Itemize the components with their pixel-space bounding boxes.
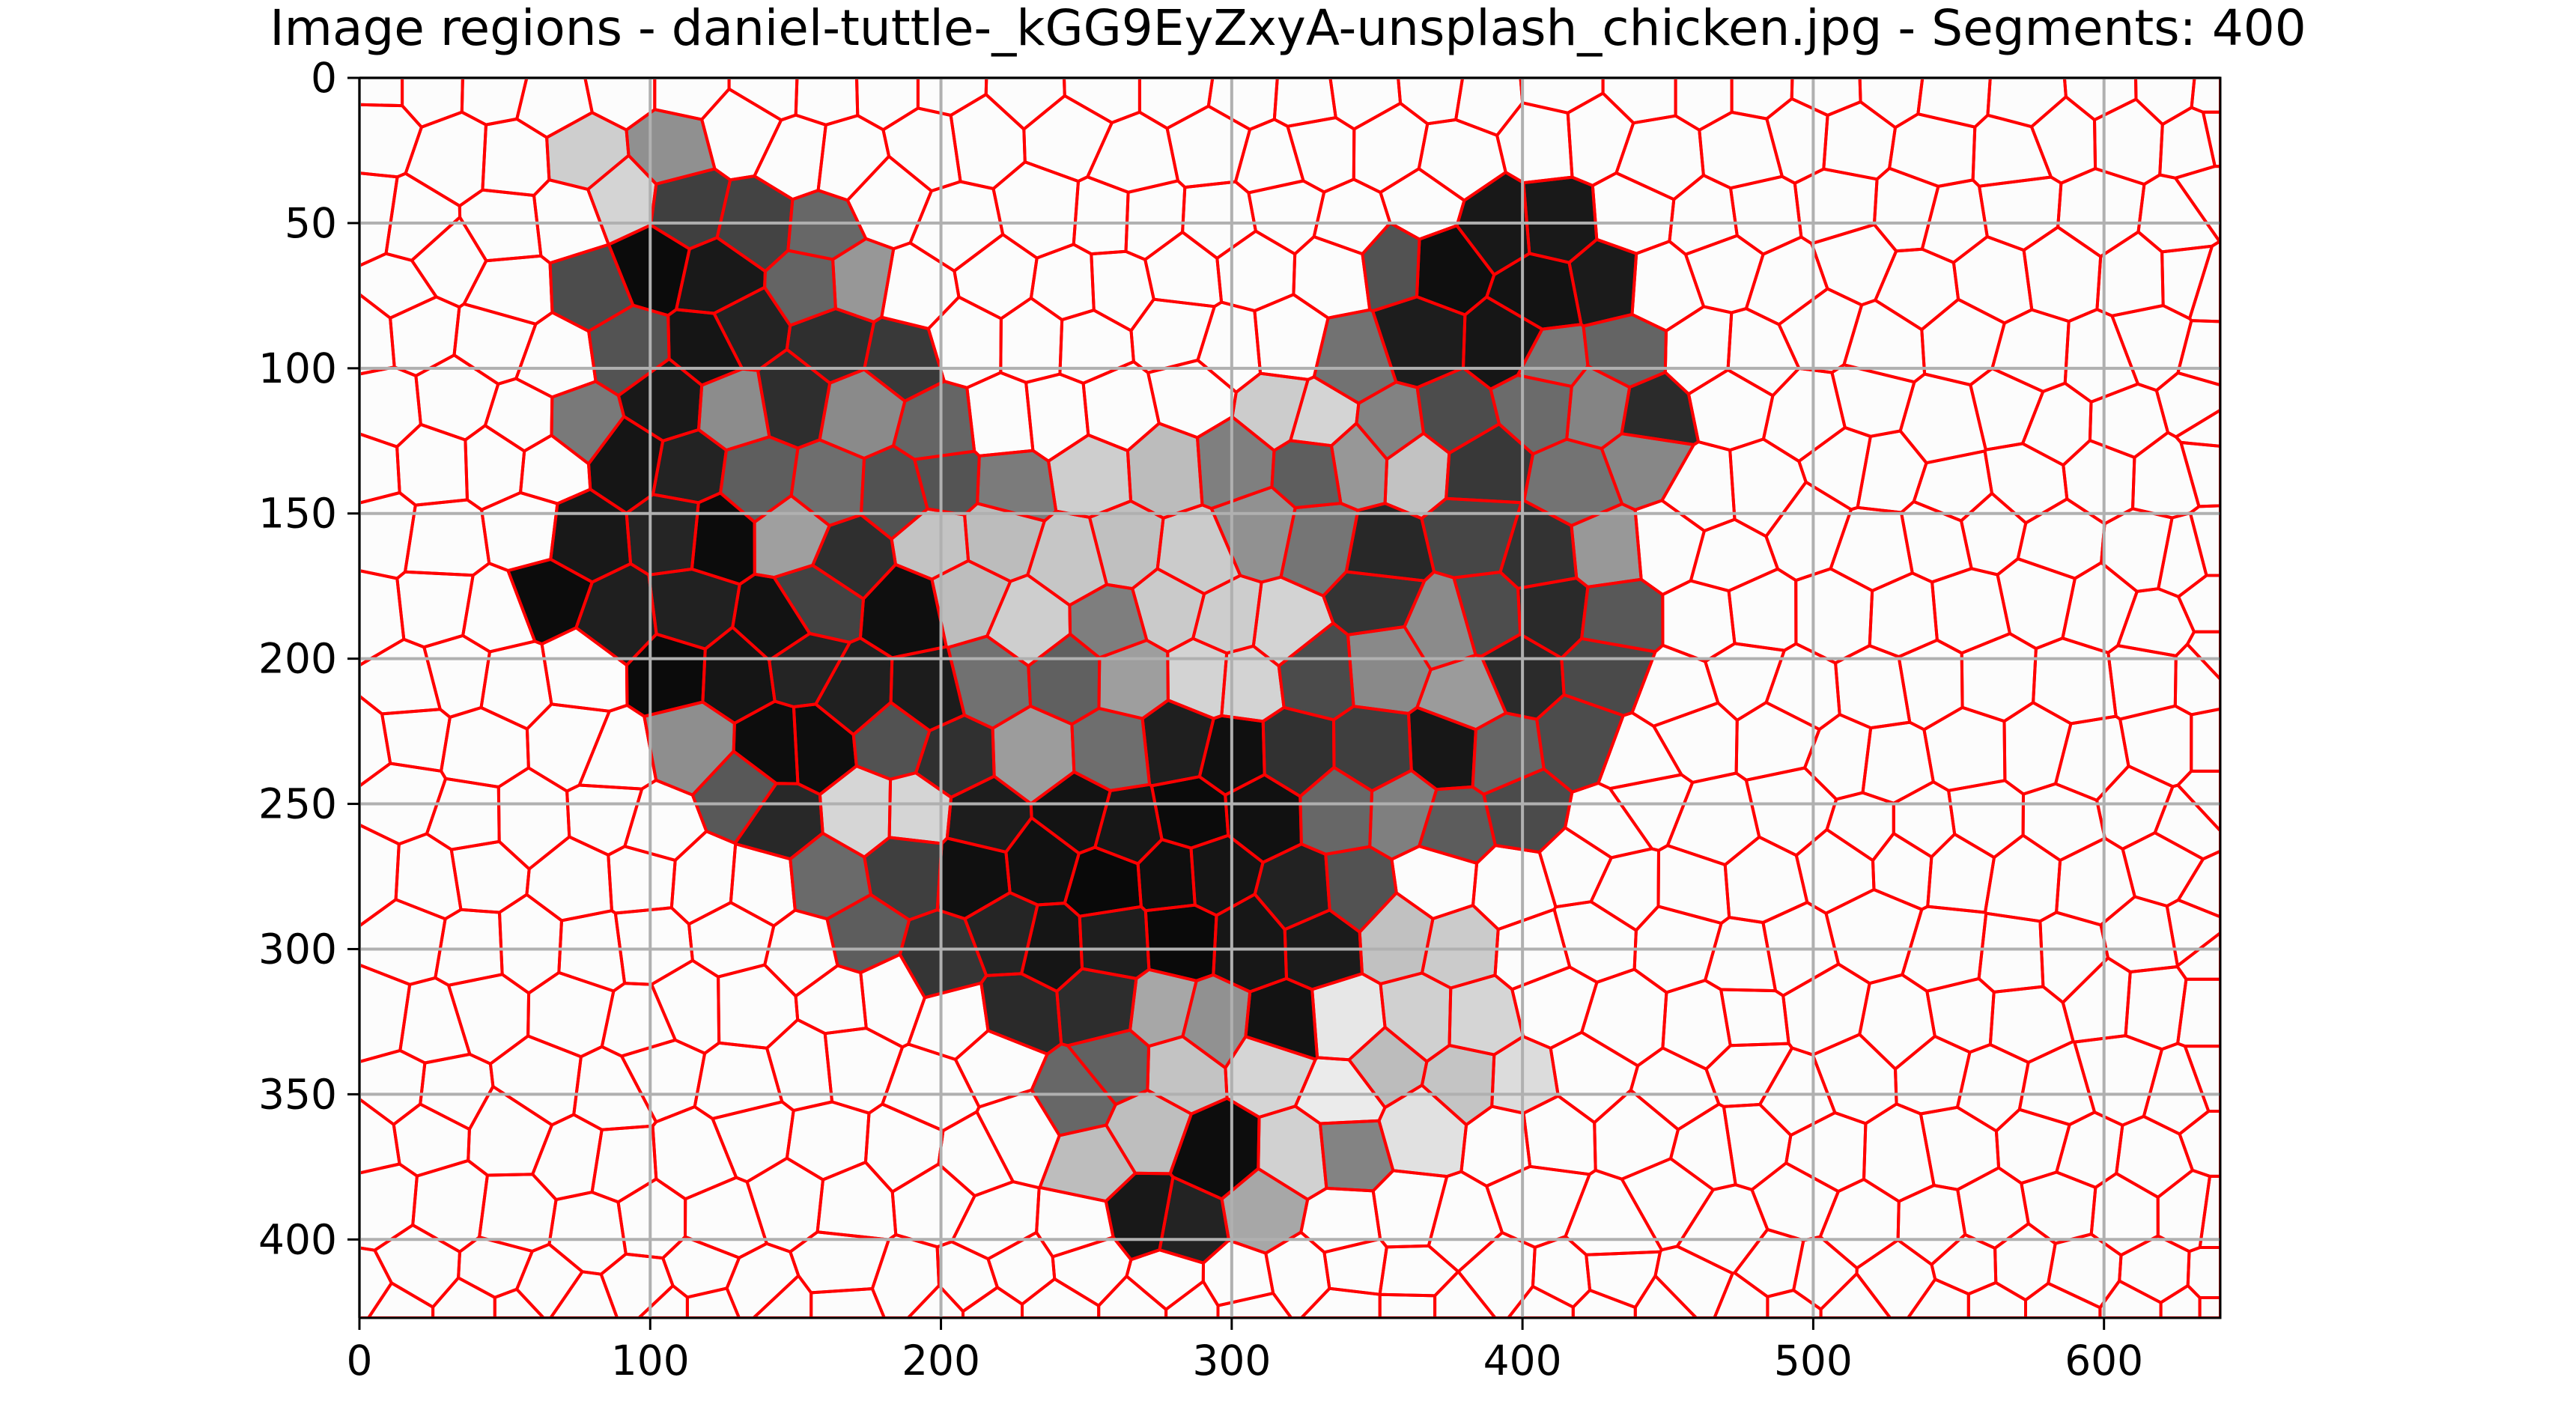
chart-title: Image regions - daniel-tuttle-_kGG9EyZxy… (270, 0, 2306, 57)
segment-region (359, 78, 403, 106)
segmented-image (359, 78, 2220, 1318)
y-tick-label: 350 (258, 1070, 337, 1118)
segment-boundary (1633, 1274, 1698, 1318)
segment-region (381, 708, 451, 772)
segment-boundary (2198, 1296, 2220, 1318)
x-tick-label: 500 (1774, 1337, 1853, 1385)
segment-region (1720, 988, 1790, 1046)
segment-region (2191, 78, 2220, 113)
segment-boundary (493, 1287, 545, 1318)
y-tick-label: 400 (258, 1215, 337, 1263)
segment-boundary (2177, 574, 2220, 633)
segment-region (1079, 906, 1149, 979)
segment-region (2190, 708, 2220, 772)
segment-boundary (809, 1287, 886, 1318)
y-tick-label: 200 (258, 635, 337, 683)
segment-boundary (2174, 165, 2220, 243)
y-tick-label: 250 (258, 780, 337, 828)
segment-boundary (2165, 898, 2220, 967)
segment-boundary (1216, 1292, 1293, 1318)
segment-region (2199, 1297, 2220, 1318)
segment-boundary (1819, 1272, 1892, 1318)
segment-boundary (1433, 1270, 1497, 1318)
axes-frame (358, 76, 2222, 1319)
y-axis: 0 50 100 150 200 250 300 350 400 (258, 54, 359, 1263)
segment-boundary (2176, 769, 2220, 833)
x-axis: 0 100 200 300 400 500 600 (347, 1318, 2143, 1385)
x-tick-label: 600 (2065, 1337, 2143, 1385)
segment-region (1145, 905, 1218, 982)
y-tick-label: 150 (258, 490, 337, 538)
segment-boundary (2188, 504, 2220, 577)
segment-boundary (2186, 630, 2220, 681)
segment-region (966, 372, 1033, 457)
segment-region (404, 499, 490, 576)
x-tick-label: 200 (902, 1337, 980, 1385)
y-tick-label: 300 (258, 925, 337, 973)
y-tick-label: 0 (311, 54, 337, 102)
x-tick-label: 400 (1483, 1337, 1562, 1385)
x-tick-label: 300 (1192, 1337, 1271, 1385)
segment-region (1978, 913, 2044, 993)
y-tick-label: 100 (258, 344, 337, 392)
grid-lines (358, 76, 2220, 1318)
y-tick-label: 50 (285, 199, 337, 247)
segment-boundary (549, 1270, 619, 1318)
x-tick-label: 0 (347, 1337, 373, 1385)
segment-region (1379, 1294, 1436, 1318)
segment-boundary (685, 1286, 741, 1318)
x-tick-label: 100 (611, 1337, 690, 1385)
